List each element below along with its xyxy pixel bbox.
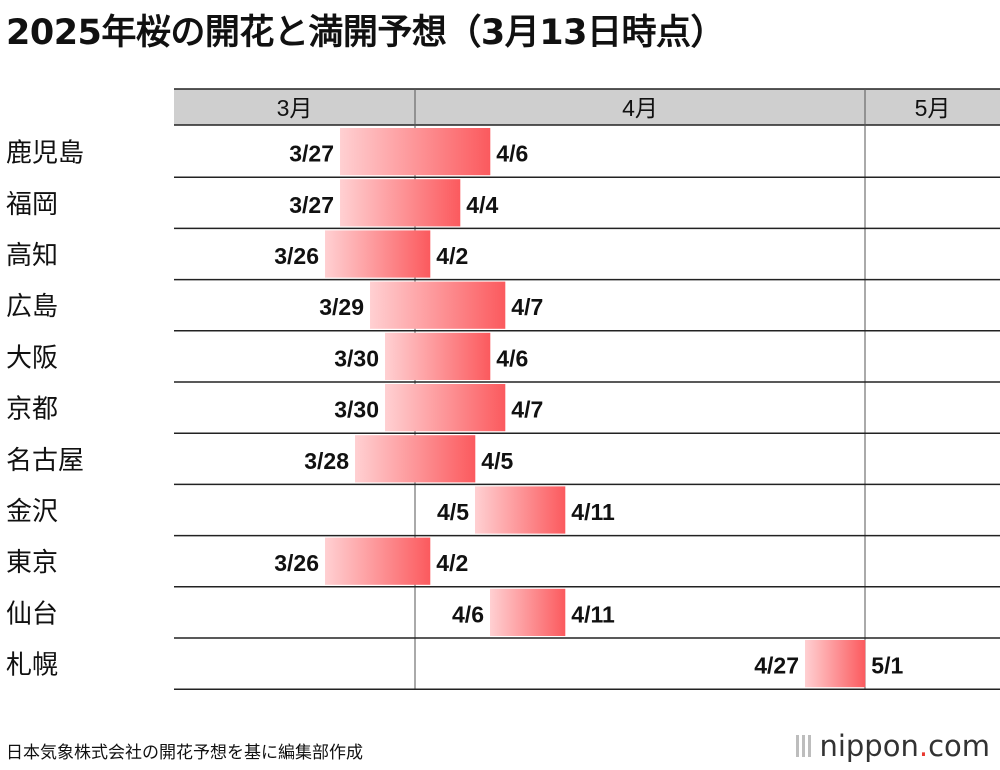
city-label: 仙台 bbox=[6, 598, 58, 628]
bloom-date-label: 4/5 bbox=[437, 499, 469, 525]
bloom-range-bar bbox=[340, 128, 491, 176]
city-label: 鹿児島 bbox=[6, 138, 84, 168]
bloom-range-bar bbox=[385, 384, 506, 432]
bloom-date-label: 3/28 bbox=[304, 448, 349, 474]
full-bloom-date-label: 4/2 bbox=[436, 243, 468, 269]
bloom-range-bar bbox=[340, 179, 461, 227]
chart-title: 2025年桜の開花と満開予想（3月13日時点） bbox=[6, 13, 725, 53]
bloom-range-bar bbox=[805, 640, 866, 688]
city-label: 金沢 bbox=[6, 496, 58, 526]
full-bloom-date-label: 4/5 bbox=[481, 448, 513, 474]
city-label: 東京 bbox=[6, 547, 58, 577]
full-bloom-date-label: 4/6 bbox=[496, 141, 528, 167]
bloom-range-bar bbox=[355, 435, 476, 483]
bloom-date-label: 3/26 bbox=[274, 243, 319, 269]
bloom-date-label: 3/26 bbox=[274, 550, 319, 576]
full-bloom-date-label: 4/11 bbox=[571, 499, 615, 525]
city-label: 京都 bbox=[6, 394, 58, 424]
bloom-date-label: 3/27 bbox=[289, 192, 334, 218]
brand-dot: . bbox=[918, 729, 929, 763]
city-label: 名古屋 bbox=[6, 445, 84, 475]
month-label: 5月 bbox=[915, 95, 951, 121]
bloom-range-bar bbox=[325, 537, 431, 585]
brand-mark-icon bbox=[796, 735, 812, 757]
bloom-range-bar bbox=[475, 486, 566, 534]
bloom-date-label: 3/30 bbox=[334, 397, 379, 423]
city-label: 札幌 bbox=[6, 650, 58, 680]
month-header-band bbox=[174, 89, 1000, 125]
source-note: 日本気象株式会社の開花予想を基に編集部作成 bbox=[6, 743, 363, 763]
bloom-range-bar bbox=[385, 332, 491, 380]
full-bloom-date-label: 4/11 bbox=[571, 601, 615, 627]
bloom-range-bar bbox=[490, 588, 566, 636]
full-bloom-date-label: 5/1 bbox=[871, 653, 903, 679]
bloom-date-label: 4/27 bbox=[754, 653, 799, 679]
brand-tld: com bbox=[928, 729, 990, 763]
city-label: 福岡 bbox=[6, 189, 58, 219]
bloom-date-label: 3/27 bbox=[289, 141, 334, 167]
month-label: 3月 bbox=[277, 95, 313, 121]
bloom-date-label: 3/30 bbox=[334, 345, 379, 371]
city-label: 広島 bbox=[6, 291, 58, 321]
bloom-date-label: 3/29 bbox=[319, 294, 364, 320]
bloom-date-label: 4/6 bbox=[452, 601, 484, 627]
brand-logo: nippon. com bbox=[796, 729, 990, 763]
bloom-range-bar bbox=[370, 281, 506, 329]
full-bloom-date-label: 4/7 bbox=[511, 294, 543, 320]
brand-name: nippon bbox=[819, 729, 919, 763]
month-label: 4月 bbox=[622, 95, 658, 121]
full-bloom-date-label: 4/2 bbox=[436, 550, 468, 576]
full-bloom-date-label: 4/6 bbox=[496, 345, 528, 371]
bloom-range-bar bbox=[325, 230, 431, 278]
city-label: 高知 bbox=[6, 240, 58, 270]
full-bloom-date-label: 4/7 bbox=[511, 397, 543, 423]
city-label: 大阪 bbox=[6, 342, 58, 372]
full-bloom-date-label: 4/4 bbox=[466, 192, 498, 218]
